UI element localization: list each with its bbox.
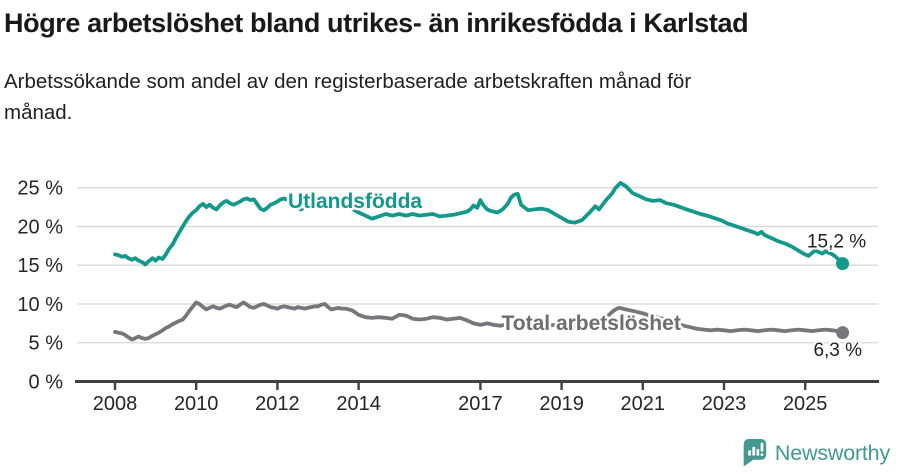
y-tick-label: 20 % — [17, 216, 63, 238]
series-line-utlandsfodda — [113, 181, 845, 267]
x-tick-label: 2023 — [702, 393, 747, 415]
y-tick-label: 5 % — [29, 333, 64, 355]
x-tick-label: 2010 — [174, 393, 219, 415]
x-tick-label: 2025 — [783, 393, 828, 415]
series-end-dot-utlandsfodda — [836, 257, 850, 271]
latest-value-label: 15,2 % — [807, 231, 866, 252]
x-tick-label: 2012 — [255, 393, 300, 415]
x-tick-label: 2014 — [336, 393, 381, 415]
x-tick-label: 2021 — [621, 393, 666, 415]
x-tick-label: 2008 — [93, 393, 138, 415]
y-tick-label: 25 % — [17, 178, 63, 200]
brand-name: Newsworthy — [774, 440, 890, 465]
series-label: Total arbetslöshet — [502, 312, 681, 335]
y-tick-label: 0 % — [29, 372, 64, 394]
series-end-dot-total — [836, 326, 850, 340]
newsworthy-logo-icon — [743, 439, 767, 467]
x-tick-label: 2017 — [458, 393, 503, 415]
latest-value-label: 6,3 % — [813, 340, 862, 361]
series-label: Utlandsfödda — [288, 190, 422, 213]
y-tick-label: 10 % — [17, 294, 63, 316]
subtitle-line-1: Arbetssökande som andel av den registerb… — [4, 70, 692, 93]
subtitle-line-2: månad. — [4, 101, 73, 124]
y-tick-label: 15 % — [17, 255, 63, 277]
page-title: Högre arbetslöshet bland utrikes- än inr… — [4, 8, 749, 38]
chart-subtitle: Arbetssökande som andel av den registerb… — [4, 66, 864, 128]
x-tick-label: 2019 — [539, 393, 584, 415]
brand-footer: Newsworthy — [741, 438, 890, 468]
series-line-total — [113, 300, 845, 342]
